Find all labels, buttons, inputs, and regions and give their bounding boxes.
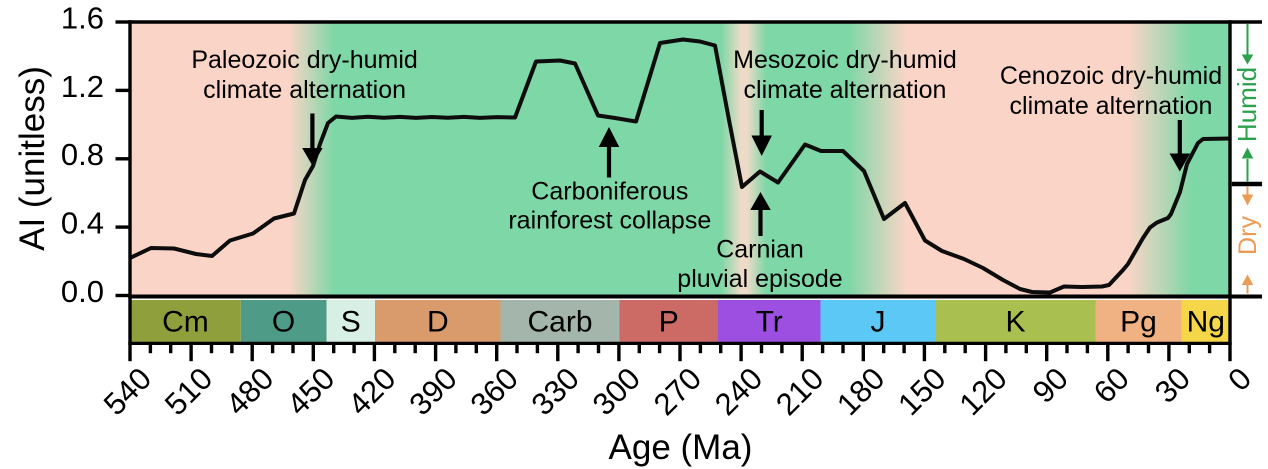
- svg-text:P: P: [659, 306, 679, 339]
- svg-text:60: 60: [1087, 361, 1136, 410]
- svg-text:Tr: Tr: [756, 306, 783, 339]
- svg-text:Paleozoic dry-humid: Paleozoic dry-humid: [191, 46, 418, 74]
- svg-text:AI (unitless): AI (unitless): [13, 66, 52, 251]
- svg-text:Mesozoic dry-humid: Mesozoic dry-humid: [733, 46, 957, 74]
- svg-text:rainforest collapse: rainforest collapse: [508, 207, 711, 235]
- svg-text:Cenozoic dry-humid: Cenozoic dry-humid: [1000, 62, 1222, 90]
- svg-text:180: 180: [830, 361, 891, 422]
- svg-text:D: D: [427, 306, 449, 339]
- svg-text:1.2: 1.2: [61, 69, 104, 104]
- svg-text:Ng: Ng: [1187, 306, 1225, 339]
- svg-text:Age (Ma): Age (Ma): [609, 428, 753, 467]
- svg-text:450: 450: [280, 361, 341, 422]
- svg-text:climate alternation: climate alternation: [744, 76, 947, 104]
- svg-text:210: 210: [769, 361, 830, 422]
- svg-text:pluvial episode: pluvial episode: [677, 265, 842, 293]
- svg-text:Humid: Humid: [1232, 67, 1262, 142]
- svg-text:S: S: [341, 306, 361, 339]
- svg-text:Carb: Carb: [527, 306, 592, 339]
- svg-text:330: 330: [525, 361, 586, 422]
- svg-text:Pg: Pg: [1120, 306, 1157, 339]
- svg-text:540: 540: [97, 361, 158, 422]
- svg-text:K: K: [1005, 306, 1025, 339]
- svg-text:0: 0: [1221, 361, 1258, 398]
- svg-text:480: 480: [219, 361, 280, 422]
- svg-text:30: 30: [1148, 361, 1197, 410]
- svg-text:120: 120: [952, 361, 1013, 422]
- svg-text:Carnian: Carnian: [716, 236, 804, 264]
- svg-text:390: 390: [402, 361, 463, 422]
- svg-text:0.8: 0.8: [61, 137, 104, 172]
- svg-text:1.6: 1.6: [61, 1, 104, 36]
- svg-text:90: 90: [1026, 361, 1075, 410]
- svg-text:0.0: 0.0: [61, 274, 104, 309]
- svg-text:420: 420: [341, 361, 402, 422]
- svg-text:270: 270: [647, 361, 708, 422]
- svg-text:climate alternation: climate alternation: [203, 76, 406, 104]
- svg-text:O: O: [272, 306, 295, 339]
- svg-text:Dry: Dry: [1234, 216, 1262, 255]
- svg-text:Cm: Cm: [162, 306, 209, 339]
- svg-text:J: J: [871, 306, 886, 339]
- svg-text:240: 240: [708, 361, 769, 422]
- svg-text:0.4: 0.4: [61, 206, 104, 241]
- svg-text:climate alternation: climate alternation: [1010, 92, 1213, 120]
- svg-text:300: 300: [586, 361, 647, 422]
- svg-text:510: 510: [158, 361, 219, 422]
- svg-text:Carboniferous: Carboniferous: [531, 178, 688, 206]
- svg-text:360: 360: [464, 361, 525, 422]
- svg-text:150: 150: [891, 361, 952, 422]
